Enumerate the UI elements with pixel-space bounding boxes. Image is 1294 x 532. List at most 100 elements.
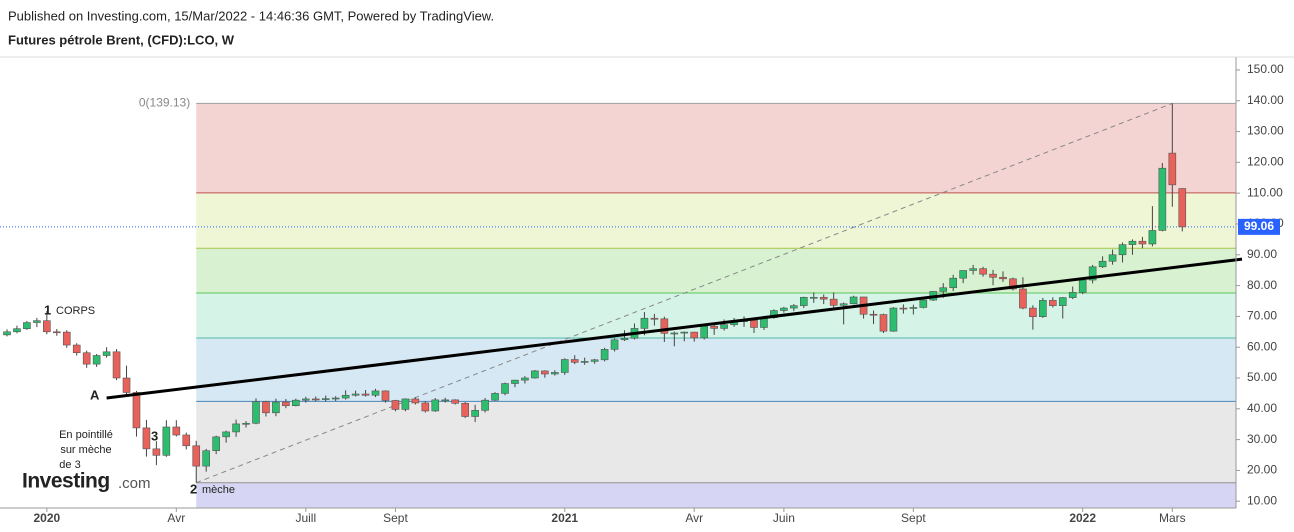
candle-body: [341, 394, 350, 399]
candle-body: [262, 401, 270, 414]
candle-body: [1108, 254, 1117, 262]
candle-body: [580, 361, 589, 363]
annotation: A: [90, 387, 100, 402]
y-tick-label: 70.00: [1247, 309, 1277, 323]
annotation: de 3: [59, 459, 80, 471]
candle-body: [680, 331, 689, 334]
y-tick-label: 80.00: [1247, 278, 1277, 292]
candle-body: [879, 314, 888, 332]
plot-area: 0(139.13): [0, 96, 1243, 508]
y-tick-label: 50.00: [1247, 370, 1277, 384]
x-tick-label: 2020: [33, 511, 60, 525]
candle-body: [979, 268, 987, 275]
candle-body: [441, 399, 450, 402]
x-tick-label: Juin: [773, 511, 795, 525]
candle-body: [531, 370, 539, 379]
fib-band: [196, 103, 1237, 193]
published-note: Published on Investing.com, 15/Mar/2022 …: [8, 8, 494, 23]
candle-body: [62, 331, 71, 346]
candle-body: [1058, 297, 1067, 306]
y-tick-label: 120.00: [1247, 155, 1284, 169]
candle-body: [1168, 152, 1177, 186]
candle-body: [1009, 278, 1017, 290]
fib-diagonal: [196, 102, 1173, 484]
candle-body: [1029, 307, 1037, 317]
candle-body: [411, 398, 420, 404]
candle-body: [819, 296, 828, 300]
candle-body: [152, 448, 161, 456]
candle-body: [570, 359, 579, 363]
candle-body: [1039, 300, 1047, 317]
candle-body: [899, 307, 908, 310]
logo-name: Investing: [22, 470, 110, 493]
candle-body: [132, 392, 141, 429]
candle-body: [461, 402, 469, 417]
candle-body: [92, 355, 101, 365]
candle-body: [252, 401, 260, 424]
candle-body: [212, 436, 220, 452]
y-tick-label: 40.00: [1247, 401, 1277, 415]
annotation: 2: [190, 481, 197, 496]
x-tick-label: Sept: [383, 511, 408, 525]
y-tick-label: 150.00: [1247, 62, 1284, 76]
x-tick-label: Avr: [685, 511, 703, 525]
candle-body: [949, 277, 958, 289]
instrument-title: Futures pétrole Brent, (CFD):LCO, W: [8, 32, 235, 47]
candle-body: [162, 426, 171, 456]
candle-body: [909, 307, 918, 309]
candle-body: [1019, 288, 1027, 309]
fib-band: [196, 192, 1237, 249]
candle-body: [43, 320, 51, 333]
candle-body: [839, 303, 848, 306]
candle-body: [102, 351, 111, 356]
candle-body: [331, 397, 340, 400]
y-tick-label: 10.00: [1247, 493, 1277, 507]
x-tick-label: Sept: [901, 511, 926, 525]
trendline: [106, 257, 1243, 400]
candle-body: [142, 427, 151, 450]
candle-body: [172, 426, 181, 436]
candle-body: [620, 337, 629, 341]
candle-body: [481, 399, 489, 411]
candle-body: [1118, 244, 1127, 256]
candle-body: [282, 401, 290, 407]
candle-body: [301, 398, 310, 401]
candle-body: [272, 401, 280, 414]
candle-body: [670, 332, 679, 335]
candle-body: [650, 317, 659, 320]
y-tick-label: 130.00: [1247, 124, 1284, 138]
candle-body: [1178, 188, 1187, 228]
candle-body: [52, 331, 61, 334]
candle-body: [381, 390, 390, 401]
candle-body: [799, 296, 808, 306]
candle-body: [13, 328, 21, 333]
logo-suffix: .com: [118, 475, 151, 492]
candle-body: [939, 287, 948, 292]
candle-body: [222, 431, 230, 438]
fib-band: [196, 401, 1237, 483]
y-tick-label: 30.00: [1247, 432, 1277, 446]
y-tick-label: 140.00: [1247, 93, 1284, 107]
logo: Investing .com: [22, 470, 151, 493]
candle-body: [451, 399, 460, 404]
candle-body: [560, 359, 569, 373]
candle-body: [869, 313, 878, 316]
candle-body: [33, 320, 41, 323]
candle-body: [72, 344, 81, 354]
annotation: En pointillé: [59, 429, 113, 441]
fib-band: [196, 337, 1237, 402]
candle-body: [720, 324, 728, 329]
candle-body: [242, 422, 250, 425]
candle-body: [889, 307, 898, 332]
x-tick-label: 2021: [551, 511, 578, 525]
candle-body: [829, 298, 838, 306]
candle-body: [660, 318, 669, 334]
candle-body: [391, 400, 400, 410]
x-tick-label: Mars: [1159, 511, 1186, 525]
annotations: 1 CORPS A 3 En pointillé sur mèche de 3 …: [44, 302, 235, 496]
candle-body: [989, 273, 997, 278]
candle-body: [82, 352, 91, 365]
x-tick-label: Juill: [295, 511, 316, 525]
candle-body: [550, 372, 559, 375]
annotation: CORPS: [56, 305, 95, 317]
